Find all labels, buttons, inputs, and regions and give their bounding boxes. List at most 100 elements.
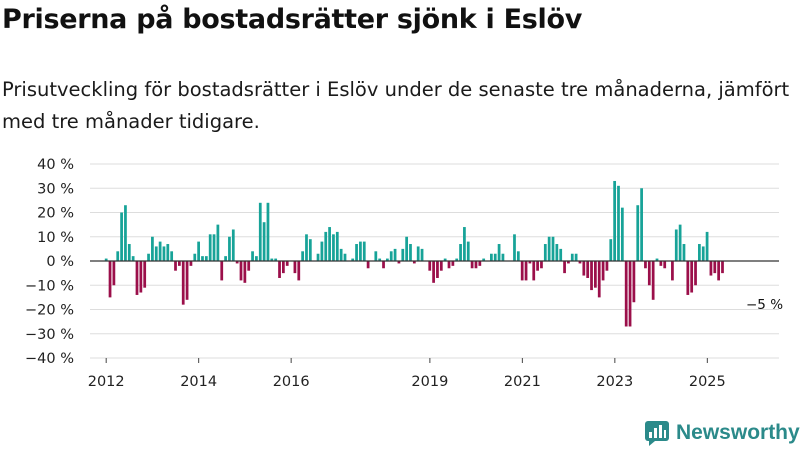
bar xyxy=(216,224,220,262)
x-tick-label: 2021 xyxy=(504,374,541,390)
bar xyxy=(320,241,324,261)
x-tick-label: 2012 xyxy=(88,374,125,390)
bar xyxy=(563,261,566,274)
bar xyxy=(170,251,174,261)
bar xyxy=(374,251,378,261)
bar xyxy=(224,256,227,261)
bars xyxy=(104,180,724,327)
x-tick-label: 2023 xyxy=(596,374,633,390)
bar xyxy=(243,261,247,283)
bar xyxy=(201,256,204,261)
bar xyxy=(305,234,308,261)
bar xyxy=(659,261,663,266)
bar xyxy=(401,248,405,262)
bar xyxy=(297,261,301,281)
bar xyxy=(674,229,678,261)
bar xyxy=(147,253,150,261)
bar xyxy=(308,239,312,261)
bar xyxy=(212,234,216,261)
bar xyxy=(270,258,274,261)
bar xyxy=(193,253,197,261)
bar xyxy=(570,253,574,261)
bar xyxy=(324,231,328,261)
bar xyxy=(690,261,694,293)
y-tick-label: 20 % xyxy=(37,206,74,222)
bar xyxy=(282,261,285,274)
y-tick-label: −20 % xyxy=(25,303,74,319)
bar xyxy=(466,241,470,261)
bar xyxy=(412,261,416,264)
bar xyxy=(459,244,462,261)
bar xyxy=(493,253,497,261)
bar xyxy=(590,261,593,291)
bar xyxy=(239,261,243,281)
x-tick-label: 2016 xyxy=(273,374,310,390)
bar xyxy=(362,241,366,261)
bar xyxy=(247,261,251,271)
bar xyxy=(516,251,520,261)
bar xyxy=(235,261,239,264)
bar xyxy=(605,261,609,271)
bar xyxy=(632,261,636,303)
bar xyxy=(332,234,335,261)
bar xyxy=(189,261,193,266)
bar xyxy=(355,244,358,261)
bar xyxy=(131,256,135,261)
bar xyxy=(389,251,393,261)
y-tick-label: −40 % xyxy=(25,351,74,367)
bar xyxy=(104,258,108,261)
bar xyxy=(143,261,147,288)
page-title: Priserna på bostadsrätter sjönk i Eslöv xyxy=(2,4,583,35)
bar xyxy=(620,207,624,261)
bar xyxy=(432,261,435,283)
bar xyxy=(208,234,212,261)
x-axis: 2012 2014 2016 2019 2021 2023 2025 xyxy=(88,358,726,390)
bar xyxy=(601,261,605,281)
bar xyxy=(185,261,189,300)
bar xyxy=(439,261,443,271)
bar xyxy=(393,248,397,262)
bar xyxy=(651,261,655,300)
bar xyxy=(266,202,270,261)
bar xyxy=(359,241,362,261)
bar xyxy=(721,261,724,274)
bar xyxy=(120,212,123,261)
bar xyxy=(409,244,412,261)
bar xyxy=(698,244,701,261)
bar xyxy=(463,227,466,261)
bar xyxy=(285,261,289,266)
newsworthy-brand: Newsworthy xyxy=(644,420,800,446)
bar xyxy=(663,261,667,269)
y-tick-label: 0 % xyxy=(46,254,74,270)
x-tick-label: 2014 xyxy=(180,374,217,390)
x-tick-label: 2025 xyxy=(689,374,726,390)
bar xyxy=(636,205,640,261)
bar xyxy=(343,253,347,261)
bar xyxy=(578,261,582,264)
bar xyxy=(540,261,543,269)
bar xyxy=(397,261,401,264)
y-tick-label: −10 % xyxy=(25,278,74,294)
bar xyxy=(671,261,674,281)
bar xyxy=(490,253,493,261)
bar xyxy=(474,261,478,269)
bar xyxy=(135,261,139,295)
bar xyxy=(551,236,555,261)
bar xyxy=(181,261,185,305)
bar xyxy=(127,244,131,261)
bar xyxy=(694,261,697,286)
bar xyxy=(166,244,170,261)
grid-lines xyxy=(90,163,779,359)
bar xyxy=(682,244,686,261)
annotations: −5 % xyxy=(746,297,783,313)
last-value-label: −5 % xyxy=(746,297,783,313)
bar xyxy=(108,261,112,298)
bar xyxy=(597,261,601,298)
bar xyxy=(536,261,539,271)
bar xyxy=(220,261,224,281)
bar xyxy=(351,258,355,261)
bar xyxy=(555,244,559,261)
bar xyxy=(420,248,424,262)
bar xyxy=(316,253,320,261)
